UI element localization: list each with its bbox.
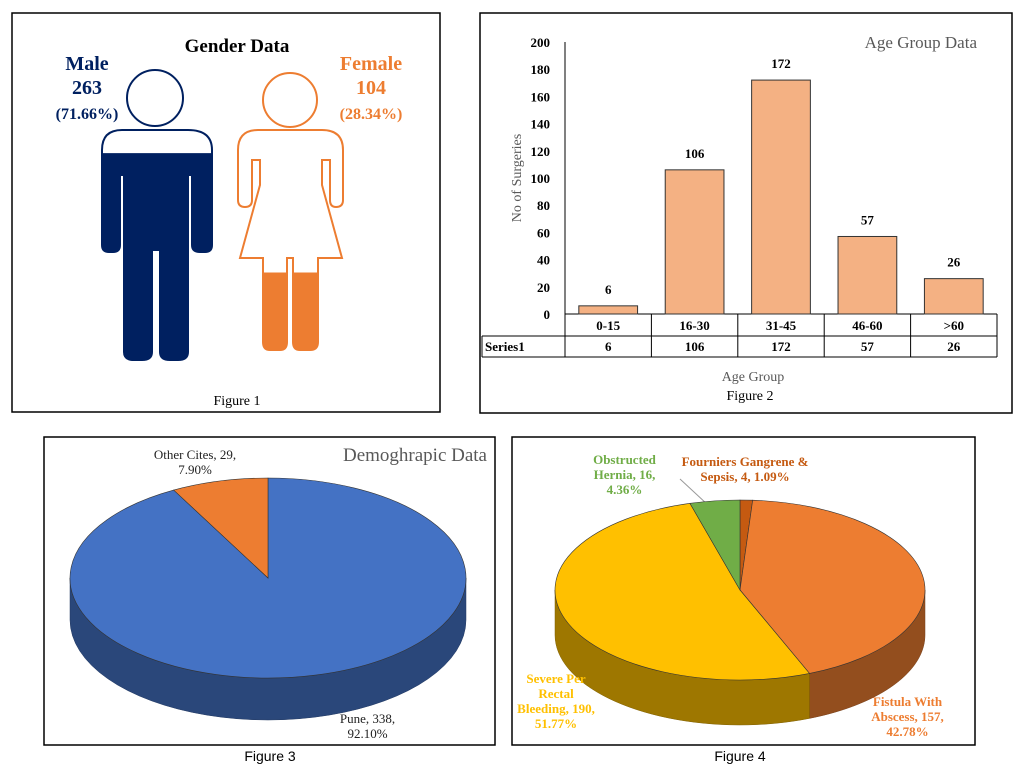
- y-tick-label: 0: [544, 307, 551, 322]
- x-tick-label: 16-30: [679, 318, 709, 333]
- chart-title: Demoghrapic Data: [343, 445, 488, 466]
- data-label: Fistula With Abscess, 157, 42.78%: [871, 694, 944, 739]
- figure-icon: [237, 72, 344, 351]
- y-tick-label: 140: [531, 117, 551, 132]
- axis-title: No of Surgeries: [510, 134, 525, 222]
- data-label: Fourniers Gangrene & Sepsis, 4, 1.09%: [681, 454, 809, 484]
- data-label: 106: [685, 146, 705, 161]
- x-tick-label: >60: [944, 318, 964, 333]
- data-label: Pune, 338, 92.10%: [339, 711, 396, 741]
- x-tick-label: 31-45: [766, 318, 797, 333]
- panel-border: [43, 436, 496, 746]
- table-value: 26: [947, 339, 961, 354]
- y-tick-label: 200: [531, 35, 551, 50]
- slice: [739, 499, 926, 674]
- value-label: 104: [356, 77, 386, 99]
- percent-label: (28.34%): [340, 106, 403, 123]
- data-label: 172: [771, 56, 791, 71]
- caption: Figure 3: [244, 748, 296, 764]
- panel-border: [11, 12, 441, 413]
- data-label: Other Cites, 29, 7.90%: [153, 447, 237, 477]
- value-label: 263: [72, 77, 102, 99]
- data-label: Severe Per Rectal Bleeding, 190, 51.77%: [517, 671, 595, 731]
- x-tick-label: 0-15: [596, 318, 620, 333]
- y-tick-label: 40: [537, 253, 550, 268]
- bar: [837, 235, 898, 315]
- icon-head: [126, 69, 184, 127]
- icon-body-fill: [263, 272, 318, 350]
- y-tick-label: 60: [537, 225, 550, 240]
- icon-fill: [263, 272, 318, 350]
- panel-border: [479, 12, 1013, 414]
- legend-name: Male: [65, 53, 108, 75]
- y-tick-label: 80: [537, 198, 550, 213]
- leader-line: [679, 478, 709, 506]
- table-value: 6: [605, 339, 612, 354]
- bar: [578, 305, 639, 315]
- y-tick-label: 100: [531, 171, 551, 186]
- percent-label: (71.66%): [56, 106, 119, 123]
- data-label: Obstructed Hernia, 16, 4.36%: [593, 452, 656, 497]
- table-value: 172: [771, 339, 791, 354]
- y-tick-label: 160: [531, 89, 551, 104]
- bar: [923, 278, 984, 315]
- caption: Figure 1: [213, 394, 260, 409]
- legend-name: Female: [340, 53, 402, 75]
- icon-head: [262, 72, 318, 128]
- chart-title: Age Group Data: [865, 33, 978, 52]
- chart-title: Gender Data: [185, 36, 290, 57]
- slice: [554, 503, 811, 681]
- y-tick-label: 120: [531, 144, 551, 159]
- panel-border: [511, 436, 976, 746]
- data-label: 57: [861, 212, 875, 227]
- caption: Figure 2: [726, 389, 773, 404]
- caption: Figure 4: [714, 748, 766, 764]
- data-label: 6: [605, 282, 612, 297]
- slice: [689, 499, 741, 592]
- bar: [664, 169, 725, 315]
- data-label: 26: [947, 255, 961, 270]
- table-value: 57: [861, 339, 875, 354]
- icon-fill: [102, 153, 212, 360]
- y-tick-label: 180: [531, 62, 551, 77]
- icon-body-fill: [102, 153, 212, 360]
- table-row-label: Series1: [485, 339, 525, 354]
- axis-title: Age Group: [722, 370, 785, 385]
- y-tick-label: 20: [537, 280, 550, 295]
- bar: [751, 79, 811, 315]
- icon-body: [237, 129, 344, 351]
- table-value: 106: [685, 339, 705, 354]
- x-tick-label: 46-60: [852, 318, 882, 333]
- slice: [173, 477, 269, 579]
